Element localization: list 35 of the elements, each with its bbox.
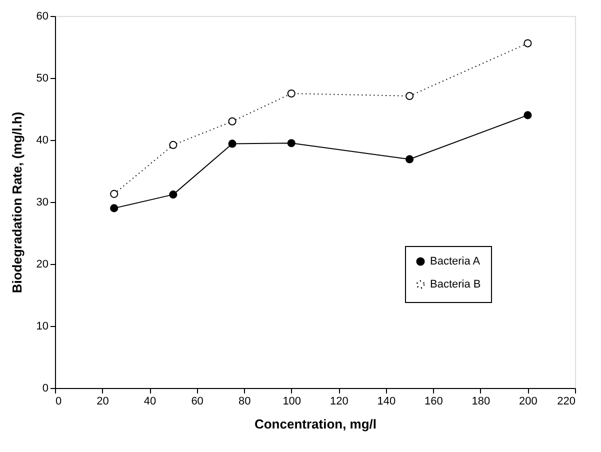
point xyxy=(110,204,118,212)
x-tick-label: 200 xyxy=(519,396,538,408)
y-tick-label: 0 xyxy=(42,382,48,394)
point xyxy=(524,39,532,48)
x-tick-label: 220 xyxy=(557,396,576,408)
y-tick-label: 60 xyxy=(36,10,48,22)
point xyxy=(524,111,532,120)
point xyxy=(228,117,236,126)
y-tick-label: 30 xyxy=(36,196,48,208)
y-tick-label: 50 xyxy=(36,72,48,84)
x-tick-label: 140 xyxy=(377,396,396,408)
point xyxy=(228,140,236,148)
x-tick-label: 100 xyxy=(282,396,302,408)
point xyxy=(169,140,178,149)
legend-label: Bacteria A xyxy=(430,256,481,268)
y-tick-label: 20 xyxy=(36,258,48,270)
point xyxy=(406,92,414,100)
x-tick-label: 180 xyxy=(472,396,490,408)
point xyxy=(287,89,296,98)
point xyxy=(169,190,178,199)
y-axis-title: Biodegradation Rate, (mg/l.h) xyxy=(9,112,24,294)
x-axis-title: Concentration, mg/l xyxy=(254,416,377,432)
point xyxy=(406,155,414,164)
x-tick-label: 160 xyxy=(424,396,443,408)
x-tick-label: 60 xyxy=(191,396,204,408)
y-tick-label: 40 xyxy=(36,134,48,146)
x-tick-label: 120 xyxy=(330,396,348,408)
x-tick-label: 40 xyxy=(144,396,156,408)
y-tick-label: 10 xyxy=(36,320,48,332)
x-tick-label: 80 xyxy=(238,396,251,408)
legend-label: Bacteria B xyxy=(430,278,481,290)
x-tick-label: 0 xyxy=(56,396,62,408)
x-tick-label: 20 xyxy=(96,396,109,408)
point xyxy=(110,190,118,198)
point xyxy=(287,139,296,148)
